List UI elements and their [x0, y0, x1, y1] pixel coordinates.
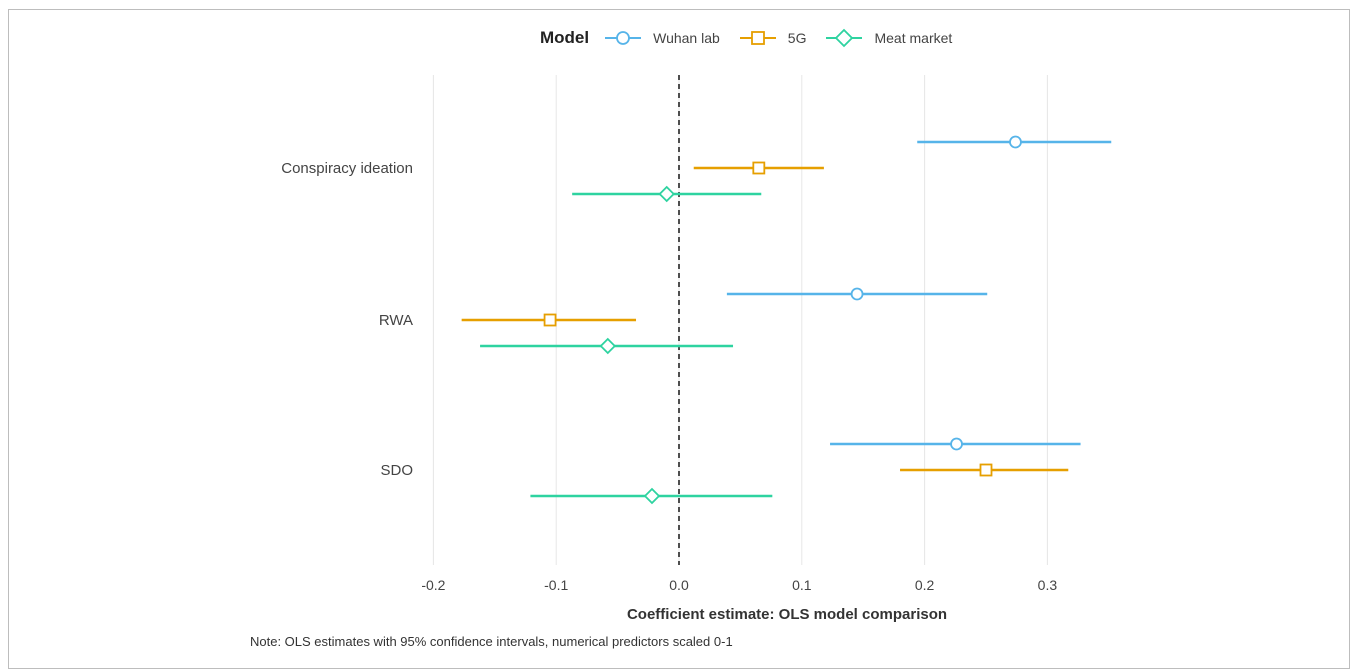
- estimate-point-circle: [1009, 135, 1022, 149]
- estimate-point-diamond: [658, 185, 675, 203]
- legend-key-square-icon: [739, 31, 776, 45]
- estimate-point-diamond: [599, 337, 617, 355]
- legend-item-wuhan-lab: Wuhan lab: [603, 28, 720, 48]
- legend-title: Model: [540, 28, 590, 47]
- legend-label: Meat market: [874, 30, 953, 46]
- x-tick-label: 0.2: [915, 577, 935, 593]
- x-tick-label: 0.3: [1038, 577, 1058, 593]
- estimate-point-square: [752, 161, 766, 175]
- legend-key-diamond-icon: [826, 28, 863, 48]
- estimate-point-square: [543, 313, 557, 327]
- y-category-label: SDO: [380, 462, 413, 479]
- legend-key-circle-icon: [605, 31, 642, 45]
- estimate-point-circle: [950, 437, 963, 451]
- legend-label: Wuhan lab: [653, 30, 720, 46]
- legend-item-5g: 5G: [738, 28, 807, 48]
- x-tick-label: 0.0: [669, 577, 689, 593]
- legend: Model Wuhan lab 5G Meat market: [540, 26, 970, 50]
- x-tick-label: -0.2: [421, 577, 445, 593]
- x-axis-title: Coefficient estimate: OLS model comparis…: [626, 606, 948, 623]
- y-category-label: RWA: [379, 312, 413, 329]
- legend-item-meat-market: Meat market: [824, 28, 952, 48]
- x-tick-label: -0.1: [544, 577, 568, 593]
- y-category-label: Conspiracy ideation: [281, 160, 413, 177]
- footnote: Note: OLS estimates with 95% confidence …: [250, 634, 733, 649]
- x-tick-label: 0.1: [792, 577, 812, 593]
- estimate-point-diamond: [643, 487, 661, 505]
- estimate-point-circle: [850, 287, 864, 301]
- estimate-point-square: [979, 463, 993, 477]
- coefficient-plot: -0.2 -0.1 0.0 0.1 0.2 0.3 Conspiracy ideation R…: [281, 75, 1112, 593]
- legend-label: 5G: [787, 30, 807, 46]
